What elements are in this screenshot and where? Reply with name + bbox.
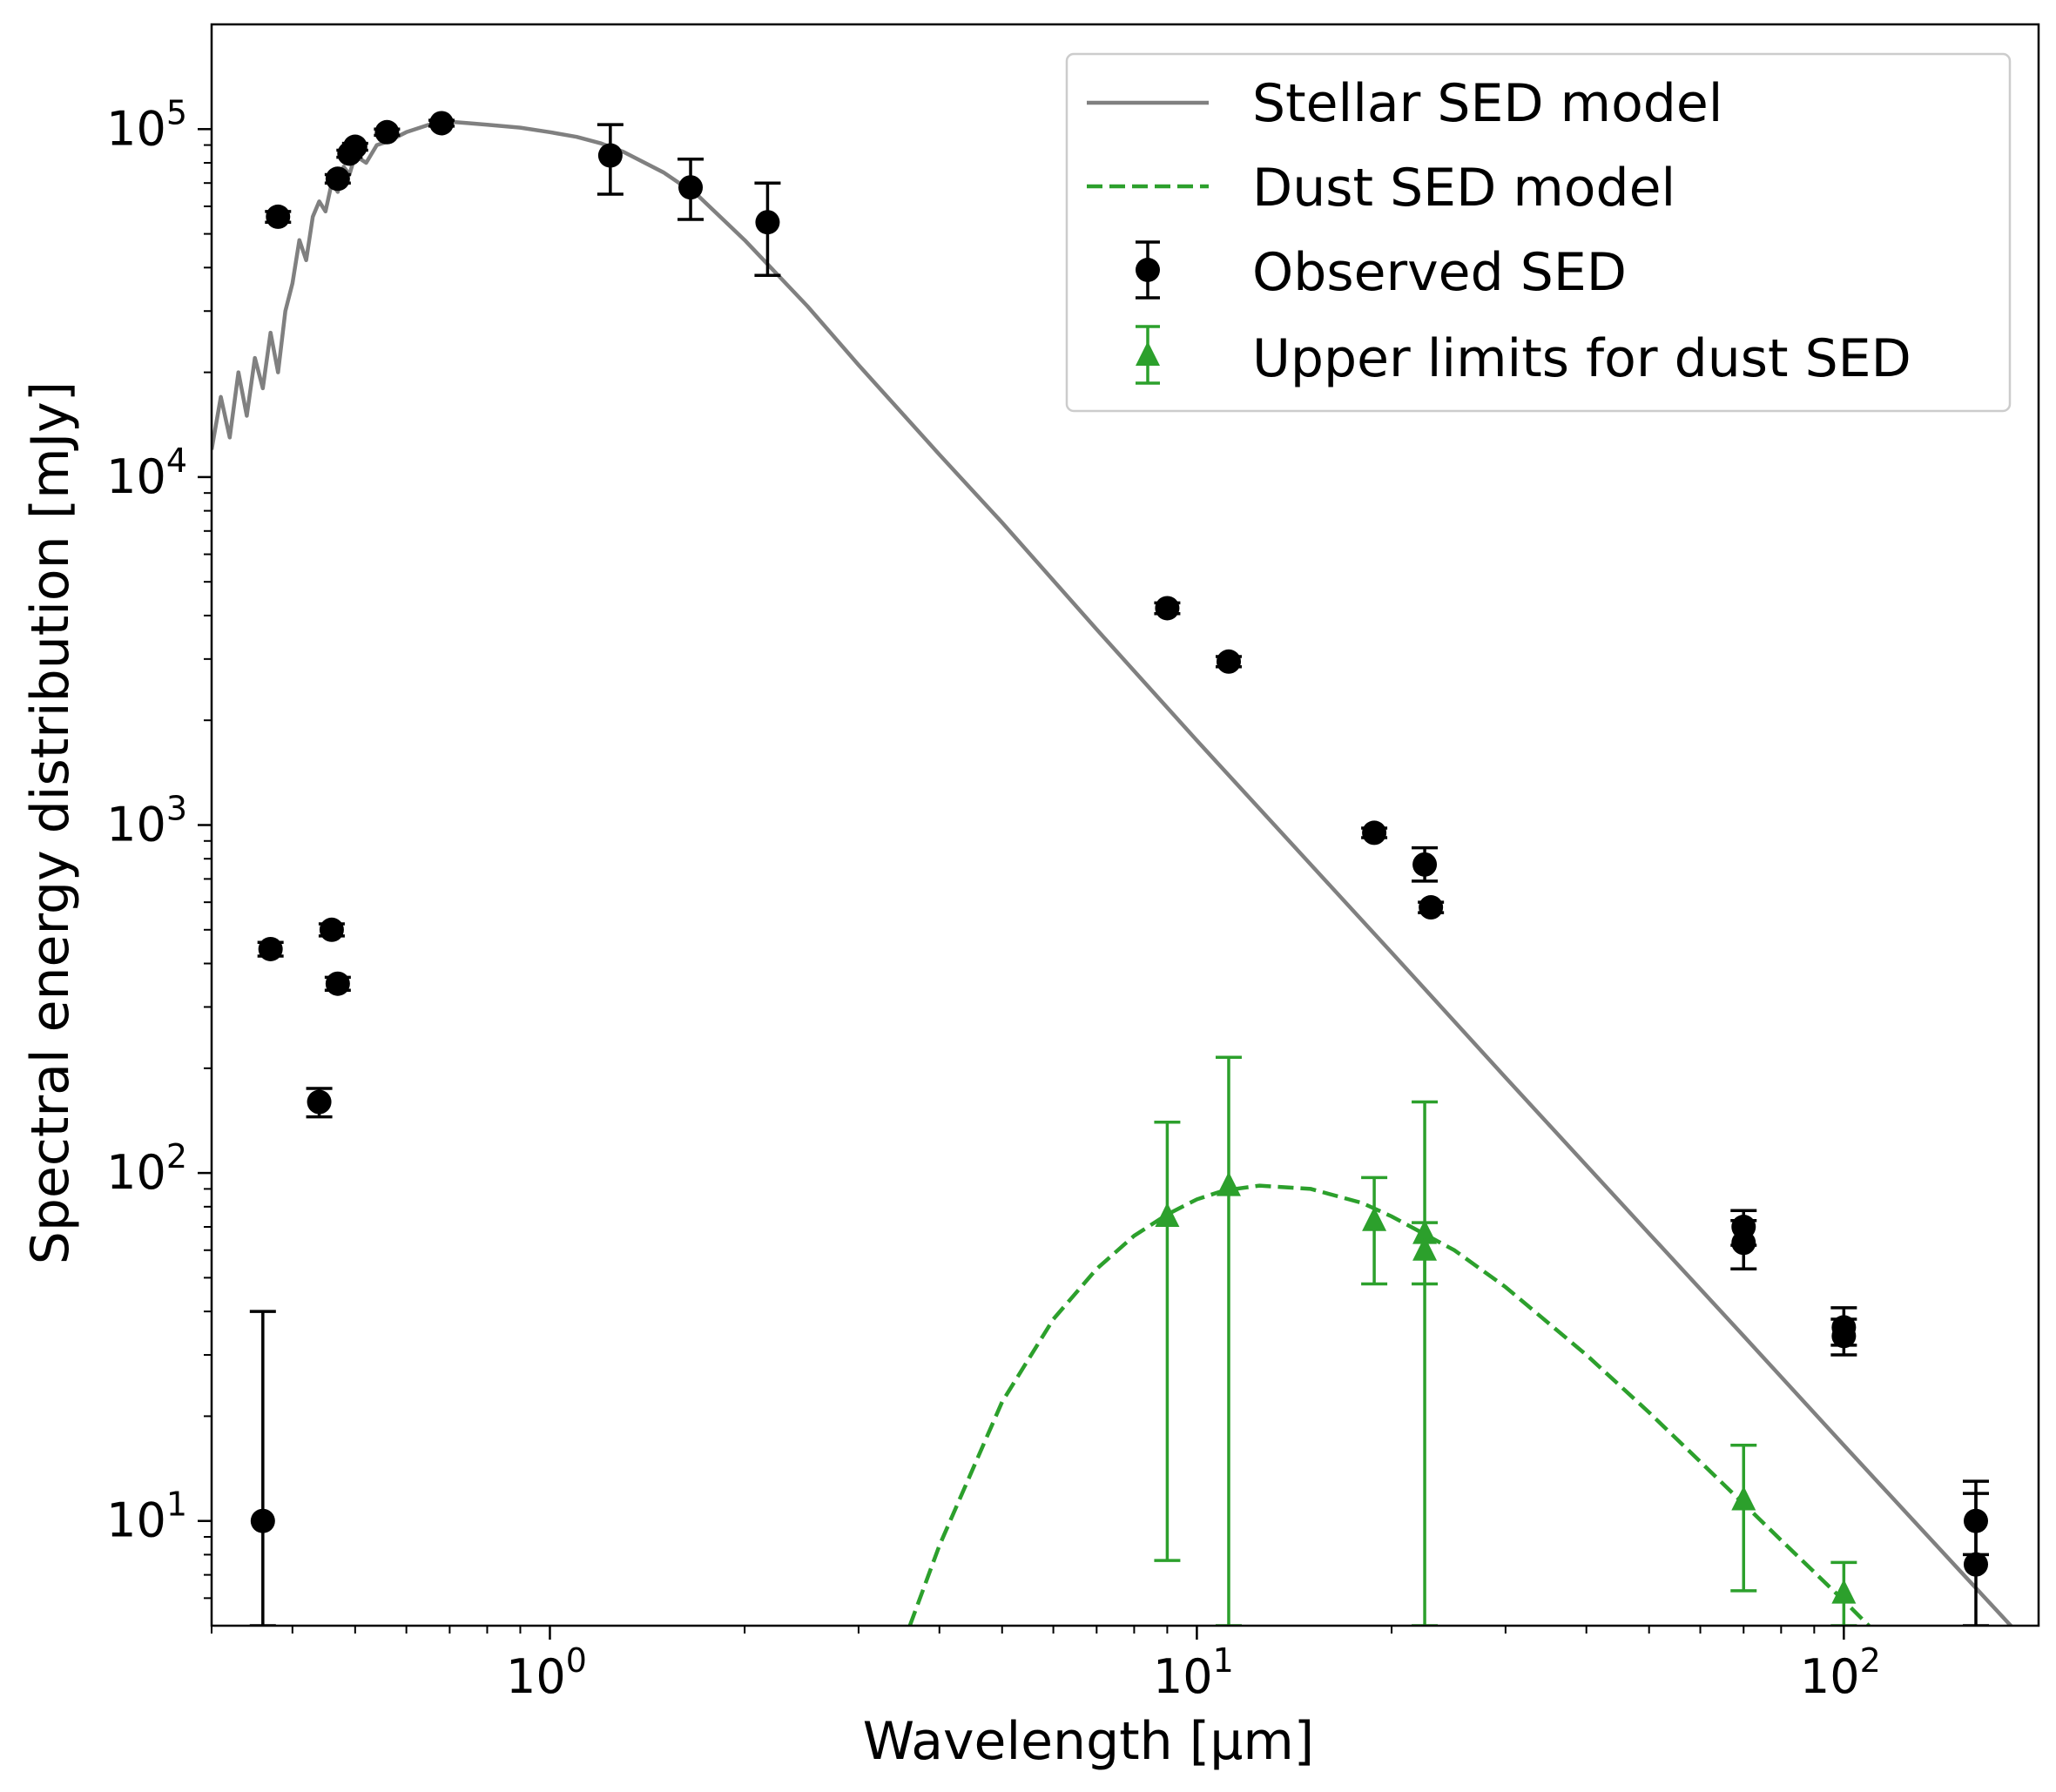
circle-marker bbox=[1731, 1230, 1756, 1256]
circle-marker bbox=[325, 166, 350, 192]
triangle-marker bbox=[1362, 1206, 1387, 1231]
observed-point bbox=[1412, 845, 1439, 883]
x-tick-label: 100 bbox=[506, 1641, 587, 1704]
circle-marker bbox=[429, 111, 455, 136]
observed-point bbox=[1361, 820, 1388, 845]
triangle-marker bbox=[1155, 1203, 1180, 1228]
triangle-marker bbox=[1731, 1485, 1756, 1511]
upper-limit-point bbox=[1830, 1560, 1857, 1626]
circle-marker bbox=[250, 1508, 275, 1533]
upper-limit-point bbox=[1215, 1055, 1242, 1626]
observed-point bbox=[1830, 1317, 1857, 1357]
observed-point bbox=[257, 936, 284, 961]
circle-marker bbox=[755, 210, 780, 235]
observed-point bbox=[1730, 1218, 1757, 1271]
circle-marker bbox=[1419, 895, 1444, 920]
observed-point bbox=[754, 181, 781, 277]
legend-label-stellar: Stellar SED model bbox=[1252, 73, 1722, 134]
circle-marker bbox=[1155, 596, 1180, 621]
observed-point bbox=[324, 971, 351, 996]
y-tick-label: 104 bbox=[106, 441, 187, 504]
triangle-marker bbox=[1412, 1236, 1438, 1261]
upper-limit-point bbox=[1730, 1444, 1757, 1593]
circle-marker bbox=[1362, 820, 1387, 845]
y-tick-label: 105 bbox=[106, 93, 187, 156]
observed-point bbox=[374, 119, 401, 145]
observed-point bbox=[1963, 1492, 1990, 1626]
legend-swatch-upper-limits bbox=[1136, 325, 1160, 385]
y-tick-label: 102 bbox=[106, 1137, 187, 1200]
circle-marker bbox=[1216, 649, 1241, 674]
observed-point bbox=[677, 157, 704, 221]
circle-marker bbox=[342, 134, 367, 159]
observed-point bbox=[318, 917, 345, 942]
circle-marker bbox=[325, 971, 350, 996]
circle-marker bbox=[1412, 852, 1438, 877]
circle-marker bbox=[307, 1089, 332, 1115]
circle-marker bbox=[678, 175, 704, 200]
x-tick-label: 101 bbox=[1153, 1641, 1234, 1704]
observed-point bbox=[1418, 895, 1445, 920]
legend: Stellar SED model Dust SED model Observe… bbox=[1065, 52, 2012, 413]
circle-marker bbox=[374, 119, 400, 145]
upper-limit-point bbox=[1154, 1120, 1181, 1562]
legend-swatch-observed bbox=[1136, 240, 1160, 300]
upper-limit-point bbox=[1361, 1176, 1388, 1286]
dust-sed-line bbox=[907, 1183, 1872, 1626]
y-tick-label: 103 bbox=[106, 790, 187, 852]
x-axis-label: Wavelength [μm] bbox=[863, 1711, 1314, 1772]
observed-point bbox=[1154, 596, 1181, 621]
circle-marker bbox=[266, 204, 291, 229]
x-tick-label: 102 bbox=[1800, 1641, 1881, 1704]
upper-limit-point bbox=[1412, 1100, 1439, 1626]
legend-frame bbox=[1065, 52, 2012, 413]
observed-point bbox=[265, 204, 292, 229]
observed-point bbox=[597, 123, 624, 196]
observed-point bbox=[428, 111, 455, 136]
observed-point bbox=[1215, 649, 1242, 674]
observed-point bbox=[306, 1087, 333, 1119]
circle-marker bbox=[319, 917, 344, 942]
circle-marker bbox=[1964, 1552, 1989, 1577]
circle-marker bbox=[1831, 1324, 1857, 1349]
triangle-marker bbox=[1216, 1171, 1241, 1196]
axis-ticks: 100 101 102 101 102 103 104 105 bbox=[106, 93, 1881, 1704]
observed-point bbox=[324, 166, 351, 192]
circle-marker bbox=[597, 143, 623, 168]
y-tick-label: 101 bbox=[106, 1485, 187, 1548]
legend-label-upper-limits: Upper limits for dust SED bbox=[1252, 328, 1911, 389]
observed-point bbox=[341, 134, 368, 159]
legend-label-observed: Observed SED bbox=[1252, 242, 1627, 303]
legend-label-dust: Dust SED model bbox=[1252, 158, 1675, 219]
y-axis-label: Spectral energy distribution [mJy] bbox=[20, 381, 81, 1264]
circle-marker bbox=[258, 936, 283, 961]
observed-point bbox=[249, 1310, 276, 1626]
triangle-marker bbox=[1831, 1579, 1857, 1604]
